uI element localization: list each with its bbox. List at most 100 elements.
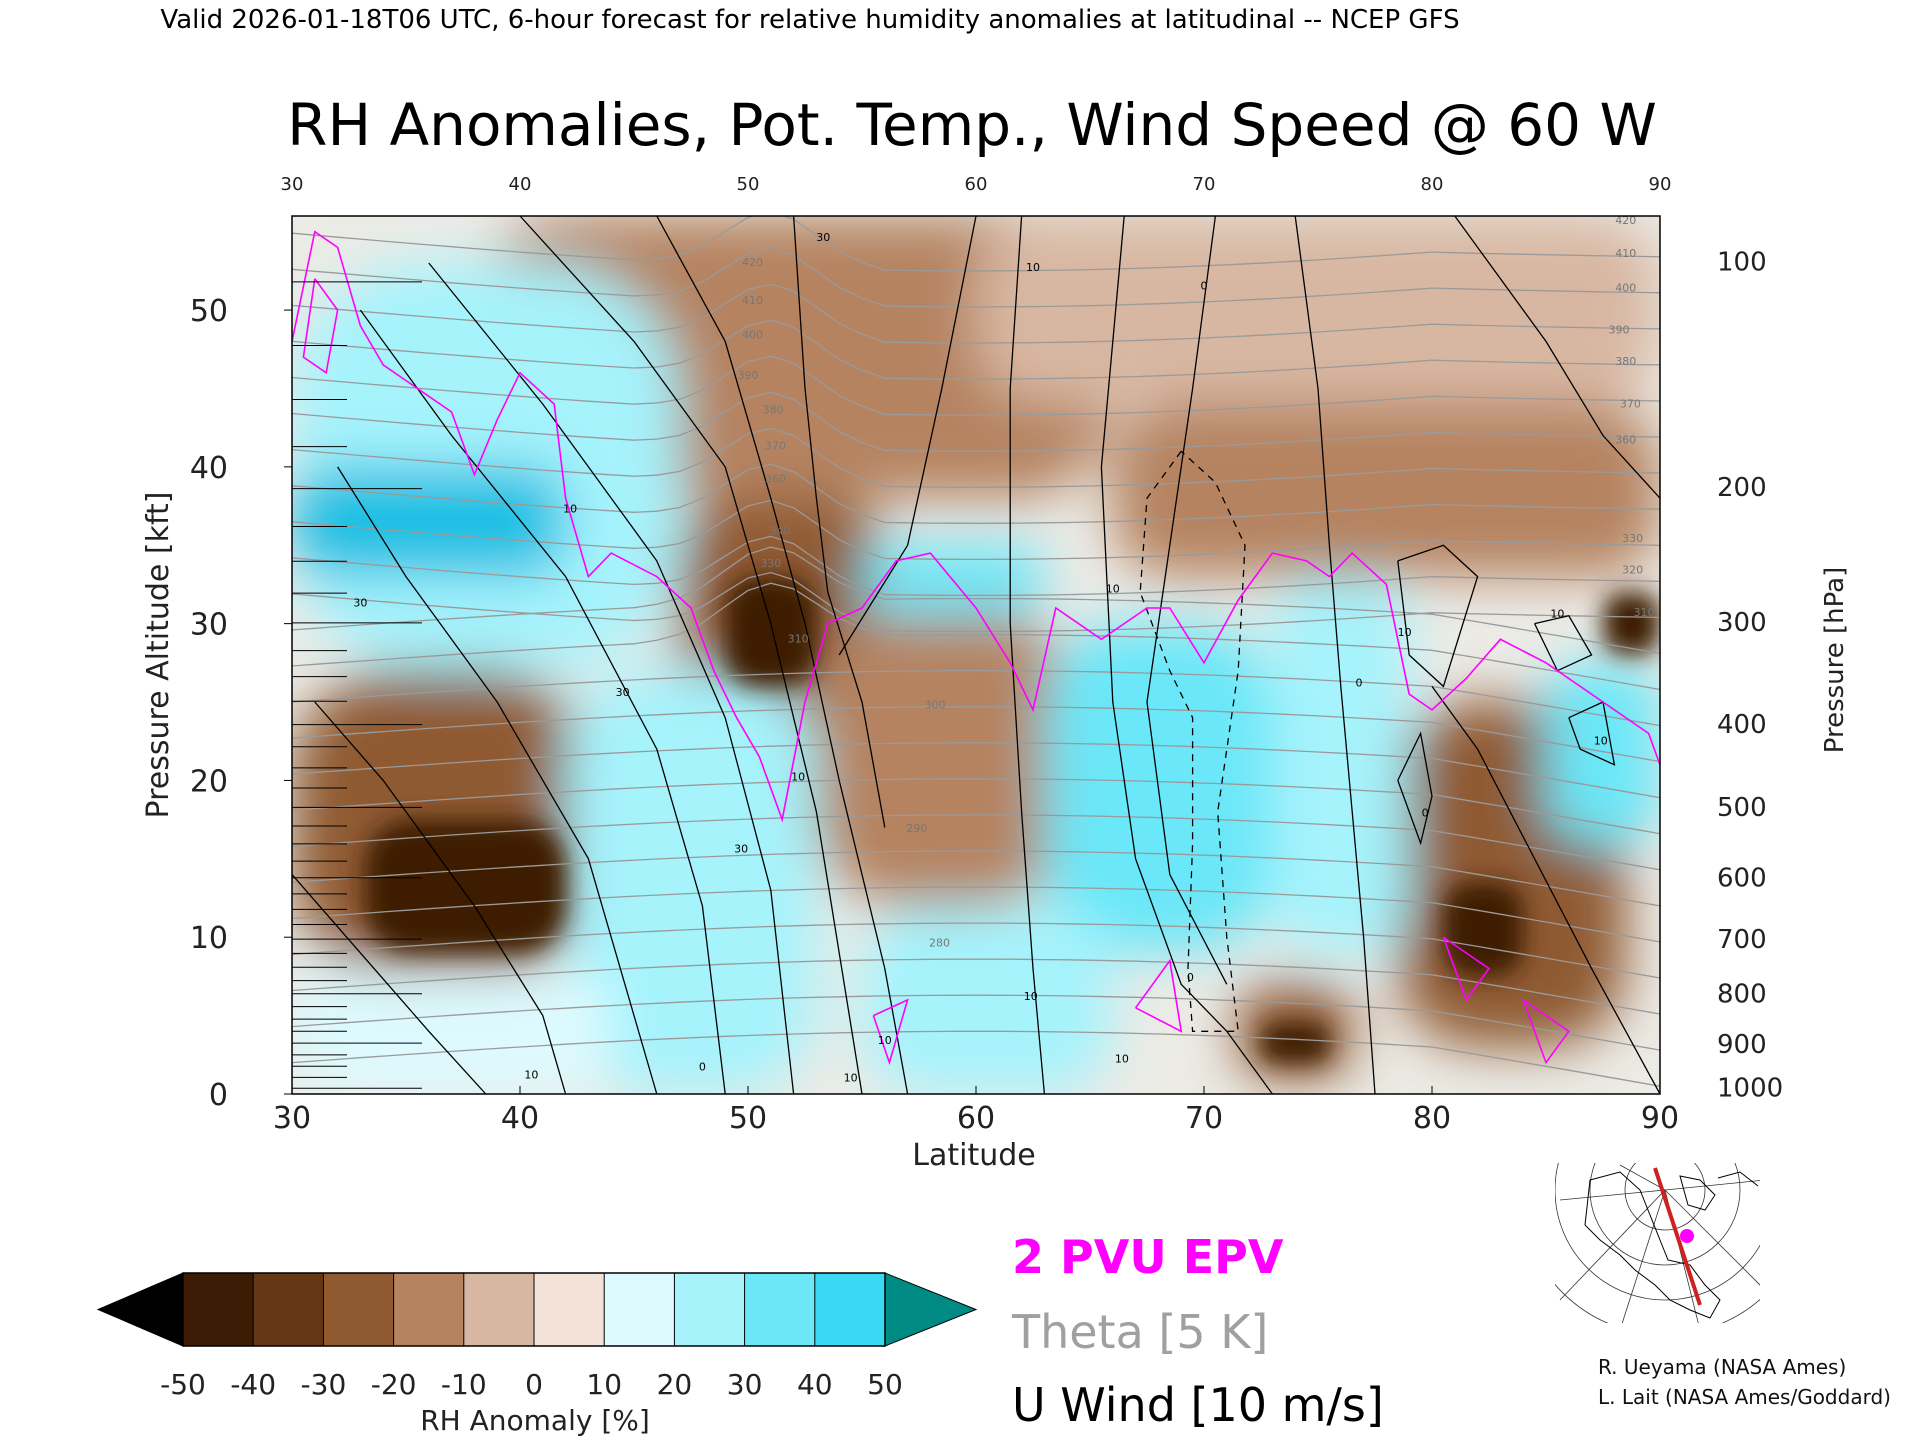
u-wind-contour — [1294, 216, 1376, 1094]
colorbar-segment — [323, 1273, 394, 1346]
x-top-tick-label: 90 — [1649, 174, 1672, 195]
colorbar-tick-label: -10 — [441, 1368, 487, 1401]
rh-anomaly-region — [292, 466, 566, 577]
rh-anomaly-region — [1546, 662, 1660, 844]
left-pressure-level-ticks — [292, 281, 422, 1089]
epv-contour-line — [292, 230, 1660, 823]
y-right-tick-label: 1000 — [1717, 1074, 1783, 1104]
y-left-tick-label: 0 — [209, 1078, 228, 1113]
y-left-tick-label: 20 — [190, 764, 228, 799]
theta-contour — [292, 886, 1660, 943]
colorbar-tick-label: -30 — [301, 1368, 347, 1401]
theta-contour-label: 380 — [1615, 355, 1636, 368]
legend-epv: 2 PVU EPV — [1012, 1230, 1284, 1284]
x-tick-label: 90 — [1641, 1101, 1679, 1136]
plot-area: 4204104003903803703603403303103002902804… — [190, 174, 1783, 1136]
inset-map-body — [1555, 1163, 1760, 1323]
theta-contour-label: 410 — [1615, 247, 1636, 260]
theta-contour-label: 320 — [1622, 563, 1643, 576]
wind-contour-label: 0 — [1201, 280, 1208, 293]
u-wind-contour — [314, 701, 567, 1094]
rh-anomaly-region — [816, 607, 1068, 906]
theta-contour — [292, 1030, 1660, 1087]
rh-anomaly-region — [565, 670, 817, 1094]
colorbar-segment — [534, 1273, 605, 1346]
colorbar-segment — [744, 1273, 815, 1346]
wind-contour-label: 0 — [1187, 971, 1194, 984]
theta-contour-label: 360 — [765, 473, 786, 486]
wind-contour-label: 10 — [844, 1071, 858, 1084]
theta-contour — [292, 582, 1660, 691]
theta-contour-label: 370 — [1620, 397, 1641, 410]
theta-contour-label: 370 — [765, 440, 786, 453]
colorbar-tick-label: 40 — [797, 1368, 833, 1401]
theta-contour — [292, 535, 1660, 597]
rh-field-soft — [292, 216, 1660, 1094]
legend-u-wind: U Wind [10 m/s] — [1012, 1378, 1384, 1432]
epv-contour-island — [1442, 936, 1491, 1002]
wind-contour-label: 10 — [878, 1034, 892, 1047]
wind-contour-label: 10 — [1026, 261, 1040, 274]
theta-contour — [292, 499, 1660, 561]
u-wind-contour — [428, 262, 795, 1094]
y-right-tick-label: 900 — [1717, 1030, 1767, 1060]
theta-contour — [292, 355, 1660, 416]
x-top-tick-label: 40 — [509, 174, 532, 195]
theta-contour — [292, 922, 1660, 979]
rh-anomaly-region — [1112, 404, 1660, 577]
u-wind-contour — [1146, 216, 1228, 985]
u-wind-contour — [656, 216, 909, 1094]
colorbar-frame — [182, 1272, 886, 1347]
wind-contour-label: 10 — [1106, 582, 1120, 595]
theta-contour-label: 310 — [1634, 606, 1655, 619]
theta-contour — [292, 994, 1660, 1051]
theta-contour-label: 290 — [906, 822, 927, 835]
theta-contour — [292, 216, 1660, 272]
colorbar-segment — [183, 1273, 254, 1346]
wind-contour-label: 30 — [616, 686, 630, 699]
rh-anomaly-region — [725, 576, 817, 687]
wind-contour-label: 10 — [524, 1068, 538, 1081]
theta-contour — [292, 742, 1660, 799]
wind-contour-label: 10 — [563, 502, 577, 515]
credit-line-1: R. Ueyama (NASA Ames) — [1598, 1355, 1846, 1379]
wind-contour-label: 10 — [1115, 1053, 1129, 1066]
y-right-tick-label: 100 — [1717, 247, 1767, 277]
y-left-tick-label: 30 — [190, 608, 228, 643]
inset-meridian — [1559, 1189, 1666, 1201]
theta-contour — [292, 706, 1660, 763]
epv-contour-island — [1522, 999, 1570, 1065]
colorbar-tick-label: -40 — [230, 1368, 276, 1401]
u-wind-contour — [1397, 731, 1433, 846]
colorbar-tick-label: 10 — [586, 1368, 622, 1401]
colorbar-title: RH Anomaly [%] — [420, 1404, 650, 1437]
colorbar-segment — [393, 1273, 464, 1346]
wind-contour-label: 30 — [734, 843, 748, 856]
theta-contour-label: 390 — [738, 369, 759, 382]
wind-contour-label: 0 — [699, 1060, 706, 1073]
y-axis-title-right: Pressure [hPa] — [1820, 567, 1850, 754]
colorbar-tick-label: 0 — [525, 1368, 543, 1401]
u-wind-contour — [1454, 216, 1660, 499]
wind-contour-label: 0 — [1356, 676, 1363, 689]
rh-field-core — [364, 576, 1660, 1063]
theta-contour-label: 340 — [769, 524, 790, 537]
inset-latitude-circle — [1555, 1163, 1760, 1301]
theta-contour-label: 360 — [1615, 433, 1636, 446]
u-wind-contour — [292, 874, 487, 1094]
inset-location-marker — [1680, 1229, 1694, 1243]
rh-anomaly-region — [862, 905, 1113, 1094]
x-top-tick-label: 70 — [1193, 174, 1216, 195]
x-tick-label: 60 — [957, 1101, 995, 1136]
theta-contour — [292, 319, 1660, 380]
u-wind-contour — [792, 216, 886, 828]
x-tick-label: 30 — [273, 1101, 311, 1136]
rh-anomaly-region — [364, 819, 566, 953]
colorbar-tick-label: -20 — [371, 1368, 417, 1401]
y-right-tick-label: 600 — [1717, 864, 1767, 894]
inset-europe-outline — [1717, 1171, 1759, 1187]
wind-contour-label: 30 — [816, 231, 830, 244]
u-wind-contour — [1100, 216, 1273, 1094]
u-wind-contour — [337, 466, 658, 1094]
theta-contour — [292, 814, 1660, 871]
